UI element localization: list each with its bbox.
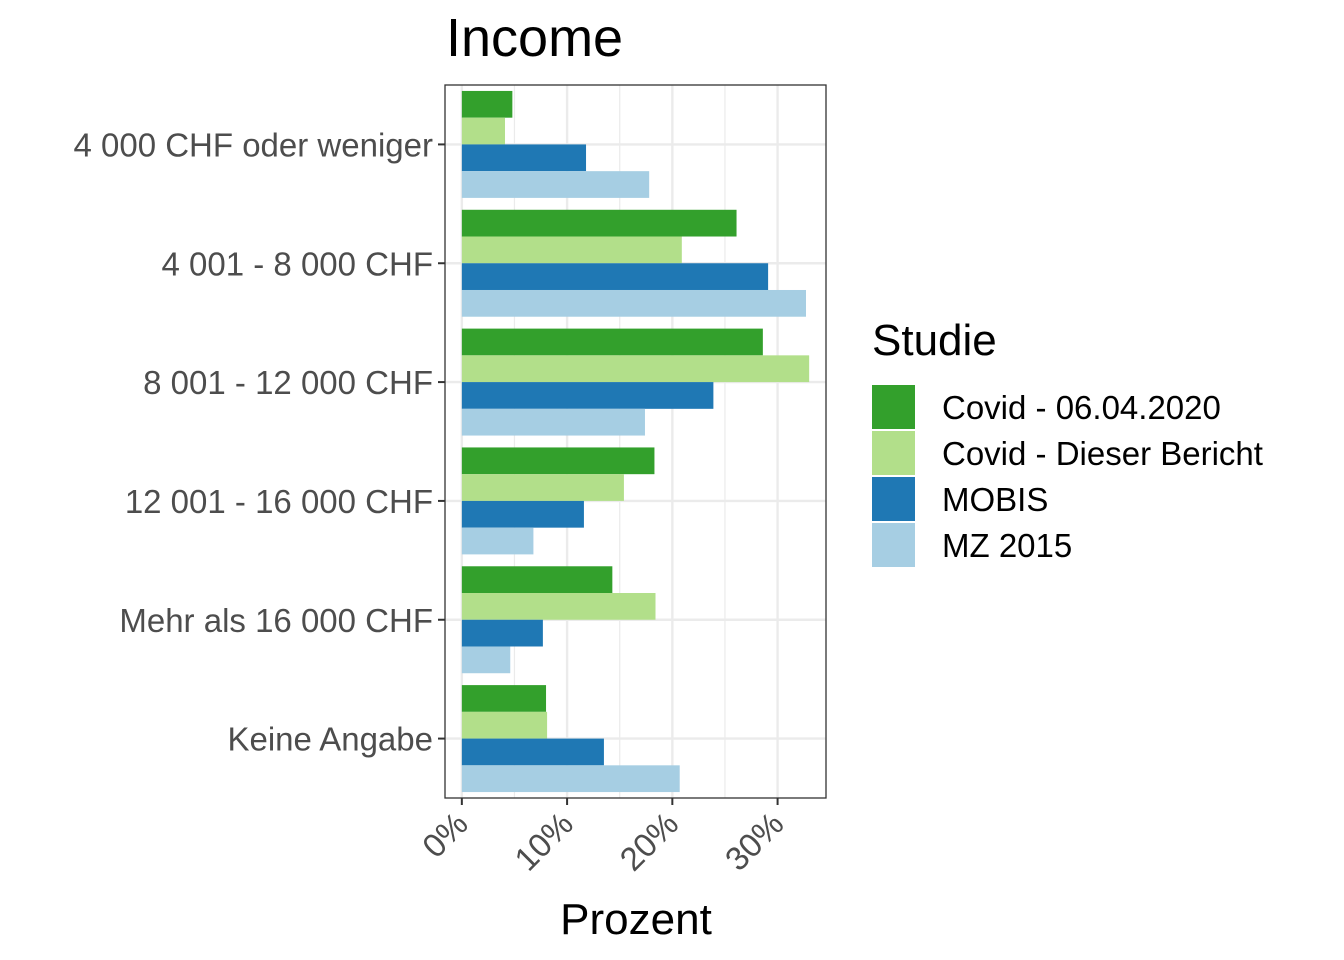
legend-label: MOBIS: [942, 481, 1048, 518]
legend-key: [872, 523, 915, 567]
bar: [461, 738, 604, 766]
x-axis-title: Prozent: [560, 895, 712, 944]
bar: [461, 447, 655, 475]
bar: [461, 355, 810, 383]
x-tick-label: 20%: [612, 805, 685, 878]
x-axis: 0% 10% 20% 30%: [415, 798, 791, 878]
bar: [461, 236, 682, 264]
bar: [461, 382, 714, 409]
bar: [461, 408, 645, 436]
x-tick-label: 0%: [415, 805, 475, 865]
panel-border: [444, 84, 827, 799]
x-tick-label: 10%: [507, 805, 580, 878]
category-label: 4 001 - 8 000 CHF: [162, 245, 433, 282]
bar: [461, 619, 543, 647]
legend-key: [872, 431, 915, 475]
legend-title: Studie: [872, 316, 997, 365]
legend: Studie Covid - 06.04.2020 Covid - Dieser …: [872, 316, 1263, 567]
bar: [461, 263, 769, 290]
bar: [461, 171, 650, 198]
bar: [461, 646, 511, 674]
bar: [461, 209, 737, 237]
bar: [461, 474, 624, 501]
bar: [461, 90, 513, 118]
chart-title: Income: [446, 8, 623, 68]
bar: [461, 289, 807, 317]
category-label: Mehr als 16 000 CHF: [119, 602, 433, 639]
bar: [461, 117, 505, 145]
bar: [461, 328, 763, 356]
bar: [461, 144, 587, 172]
category-label: 12 001 - 16 000 CHF: [125, 483, 433, 520]
legend-label: Covid - 06.04.2020: [942, 389, 1221, 426]
bar: [461, 765, 680, 793]
category-label: 4 000 CHF oder weniger: [73, 126, 433, 163]
legend-label: MZ 2015: [942, 527, 1072, 564]
x-tick-label: 30%: [718, 805, 791, 878]
bar: [461, 527, 534, 555]
legend-key: [872, 477, 915, 521]
plot-panel: [444, 84, 827, 799]
category-label: 8 001 - 12 000 CHF: [143, 364, 433, 401]
legend-label: Covid - Dieser Bericht: [942, 435, 1263, 472]
bar: [461, 500, 584, 528]
bar: [461, 711, 548, 739]
y-axis: 4 000 CHF oder weniger 4 001 - 8 000 CHF 8…: [73, 126, 445, 758]
bar: [461, 566, 613, 594]
bar: [461, 685, 547, 712]
bar: [461, 593, 656, 620]
legend-key: [872, 385, 915, 429]
category-label: Keine Angabe: [227, 721, 433, 758]
